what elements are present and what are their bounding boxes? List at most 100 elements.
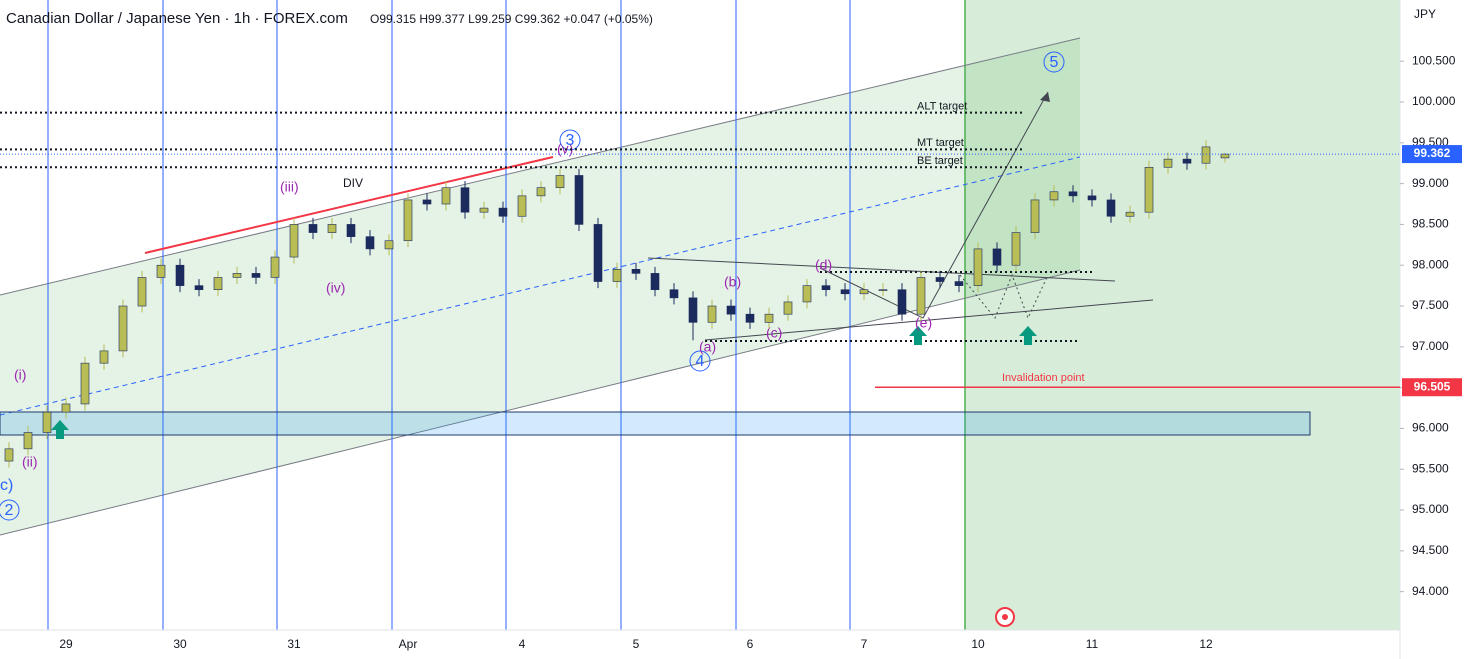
- candles: [4, 140, 1230, 468]
- wave-label: (b): [724, 274, 741, 290]
- candle-body: [118, 305, 128, 352]
- y-tick-label: 94.500: [1412, 543, 1449, 557]
- candle-body: [536, 187, 546, 197]
- y-tick-label: 97.500: [1412, 298, 1449, 312]
- candle-body: [1087, 195, 1097, 201]
- candle-body: [973, 248, 983, 286]
- candle-body: [23, 432, 33, 450]
- wave-label: (e): [915, 315, 932, 331]
- candle-body: [1125, 211, 1135, 217]
- candle-body: [1201, 146, 1211, 164]
- wave-label: (iv): [326, 280, 345, 296]
- candle-body: [992, 248, 1002, 266]
- chart-title: Canadian Dollar / Japanese Yen · 1h · FO…: [6, 10, 348, 27]
- x-tick-label: 5: [633, 637, 640, 651]
- wave-label: (c): [766, 325, 782, 341]
- candle-body: [213, 277, 223, 291]
- candle-body: [232, 273, 242, 278]
- div-label: DIV: [343, 176, 363, 190]
- triangle-bottom: [704, 299, 1154, 341]
- y-tick-label: 100.500: [1412, 53, 1456, 67]
- x-tick-label: 30: [173, 637, 187, 651]
- x-tick-label: 12: [1199, 637, 1213, 651]
- candle-body: [441, 187, 451, 205]
- candle-body: [1220, 153, 1230, 159]
- candle-body: [61, 403, 71, 413]
- candle-body: [631, 269, 641, 274]
- candle-body: [783, 301, 793, 315]
- candle-body: [346, 224, 356, 237]
- candle-body: [517, 195, 527, 217]
- price-tag-label: 99.362: [1414, 146, 1451, 160]
- wave-label: (d): [815, 257, 832, 273]
- candle-body: [916, 277, 926, 315]
- candle-body: [1144, 166, 1154, 213]
- candle-body: [821, 285, 831, 291]
- candle-body: [99, 350, 109, 364]
- candle-body: [802, 285, 812, 303]
- price-tag-label: 96.505: [1414, 379, 1451, 393]
- triangle-top: [647, 257, 1116, 282]
- x-tick-label: 10: [971, 637, 985, 651]
- x-tick-label: 6: [747, 637, 754, 651]
- level-label: BE target: [917, 155, 963, 167]
- y-tick-label: 100.000: [1412, 94, 1456, 108]
- demand-zone: [0, 411, 1311, 436]
- candle-body: [935, 277, 945, 282]
- candle-body: [726, 305, 736, 315]
- candle-body: [612, 269, 622, 282]
- wave-label: 4: [696, 353, 705, 370]
- wave-label: 5: [1050, 54, 1059, 71]
- candle-body: [593, 224, 603, 282]
- wave-label: 3: [566, 132, 575, 149]
- candle-body: [688, 297, 698, 323]
- arrow-head: [1040, 92, 1050, 102]
- candle-body: [403, 199, 413, 242]
- candle-body: [650, 273, 660, 291]
- candle-body: [270, 256, 280, 278]
- candle-body: [574, 175, 584, 225]
- wave-circles: [0, 51, 1065, 521]
- candle-body: [327, 224, 337, 233]
- forecast-zone: [965, 0, 1400, 630]
- candle-body: [498, 207, 508, 217]
- candle-body: [1106, 199, 1116, 217]
- candle-body: [308, 224, 318, 233]
- ohlc-legend: O99.315 H99.377 L99.259 C99.362 +0.047 (…: [370, 12, 653, 26]
- candle-body: [137, 277, 147, 307]
- candle-body: [80, 362, 90, 405]
- candle-body: [707, 305, 717, 323]
- candle-body: [745, 313, 755, 323]
- y-tick-label: 95.500: [1412, 461, 1449, 475]
- level-label: MT target: [917, 137, 964, 149]
- div-line: [144, 156, 554, 254]
- y-tick-label: 96.000: [1412, 421, 1449, 435]
- target-icon: [995, 607, 1015, 627]
- x-tick-label: 7: [861, 637, 868, 651]
- candle-body: [878, 289, 888, 292]
- candle-body: [175, 264, 185, 286]
- candle-body: [954, 281, 964, 286]
- level-label: Invalidation point: [1002, 372, 1085, 384]
- x-tick-label: 29: [59, 637, 73, 651]
- x-tick-label: 11: [1086, 637, 1099, 651]
- y-tick-label: 97.000: [1412, 339, 1449, 353]
- candle-body: [42, 411, 52, 433]
- div-box: [338, 175, 366, 192]
- currency: JPY: [1414, 7, 1436, 21]
- candle-body: [669, 289, 679, 299]
- wave-label: (i): [14, 367, 26, 383]
- wave-label: c): [0, 477, 13, 494]
- candle-body: [859, 289, 869, 295]
- candle-body: [1068, 191, 1078, 197]
- y-tick-label: 98.500: [1412, 217, 1449, 231]
- candle-body: [4, 448, 14, 462]
- candle-body: [384, 240, 394, 250]
- candle-body: [460, 187, 470, 213]
- candle-body: [1011, 232, 1021, 266]
- wave-label: (a): [699, 339, 716, 355]
- session-lines: [47, 0, 851, 630]
- candle-body: [422, 199, 432, 205]
